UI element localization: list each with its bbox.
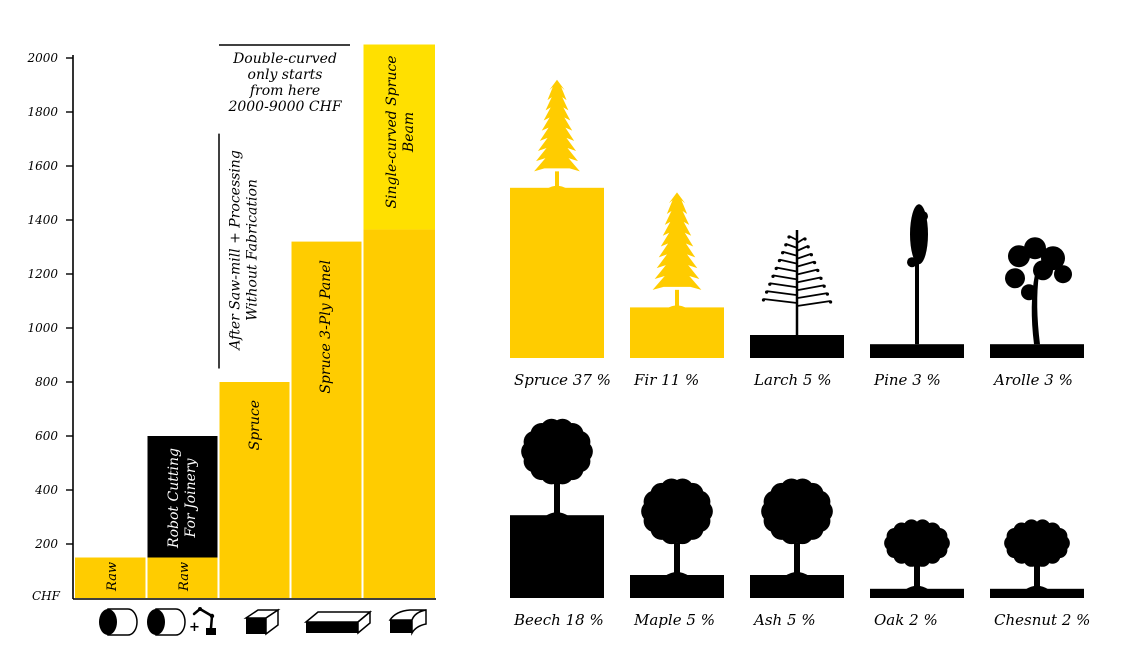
bar-label-3ply-panel: Spruce 3-Ply Panel	[318, 260, 334, 394]
y-tick-label: 1800	[27, 105, 58, 119]
annotation-double-curved-line: from here	[249, 83, 320, 99]
bar-label-spruce: Spruce	[247, 400, 263, 450]
conifer-tree-icon	[534, 79, 580, 191]
category-icons: +	[99, 607, 427, 636]
tree-species-chart: Spruce 37 % Fir 11 % Larch 5 % Pine 3 % Arol…	[510, 79, 1090, 629]
log-icon	[99, 608, 138, 636]
broad-tree-icon	[1004, 519, 1070, 590]
species-larch: Larch 5 %	[750, 230, 844, 389]
species-bar	[750, 575, 844, 598]
larch-tree-icon	[761, 230, 833, 335]
robot-arm-icon	[192, 607, 216, 635]
species-beech: Beech 18 %	[510, 418, 604, 629]
y-tick-label: 400	[34, 483, 58, 497]
bar-label-robot-cutting: Robot CuttingFor Joinery	[166, 448, 199, 549]
annotation-processing: After Saw-mill + ProcessingWithout Fabri…	[228, 150, 261, 352]
y-axis-unit-label: CHF	[32, 589, 61, 603]
species-label: Arolle 3 %	[992, 371, 1073, 389]
annotation-double-curved-line: only starts	[248, 67, 323, 83]
price-chart: 200 400 600 800 1000 1200 1400 1600 1800 2000 CHF R…	[26, 40, 436, 636]
species-label: Larch 5 %	[753, 371, 832, 389]
species-ash: Ash 5 %	[750, 478, 844, 629]
y-tick-label: 800	[35, 375, 58, 389]
bar-2	[219, 382, 291, 598]
bar-1-stack	[147, 436, 219, 558]
bar-label-raw: Raw	[105, 562, 120, 592]
y-tick-label: 1400	[27, 213, 58, 227]
pine-tree-icon	[907, 204, 928, 345]
deciduous-tree-icon	[761, 478, 833, 576]
broad-tree-icon	[884, 519, 950, 590]
curved-beam-icon	[388, 609, 427, 636]
species-bar	[990, 588, 1084, 598]
species-chesnut: Chesnut 2 %	[990, 519, 1090, 629]
deciduous-tree-icon	[641, 478, 713, 576]
deciduous-tree-icon	[521, 418, 593, 517]
plus-icon: +	[189, 620, 200, 635]
species-label: Spruce 37 %	[514, 371, 611, 389]
species-maple: Maple 5 %	[630, 478, 724, 629]
y-tick-label: 1000	[27, 321, 58, 335]
bar-0	[75, 557, 147, 598]
species-bar	[510, 187, 604, 358]
bar-label-curved-beam: Single-curved SpruceBeam	[384, 55, 417, 208]
arolle-tree-icon	[1005, 237, 1072, 345]
bar-4-stack	[363, 44, 435, 230]
species-bar	[630, 575, 724, 598]
species-pine: Pine 3 %	[870, 204, 964, 389]
y-tick-label: 600	[35, 429, 58, 443]
species-label: Oak 2 %	[874, 611, 938, 629]
bar-label-raw-2: Raw	[177, 562, 192, 592]
species-bar	[990, 344, 1084, 358]
bar-4	[363, 229, 435, 598]
cut-block-icon	[243, 608, 281, 636]
species-bar	[510, 515, 604, 598]
annotation-double-curved-line: Double-curved	[232, 51, 337, 67]
species-label: Fir 11 %	[633, 371, 699, 389]
bar-3	[291, 241, 363, 598]
conifer-tree-icon	[652, 192, 702, 311]
species-label: Ash 5 %	[752, 611, 816, 629]
y-tick-label: 1600	[27, 159, 58, 173]
species-spruce: Spruce 37 %	[510, 79, 611, 389]
species-oak: Oak 2 %	[870, 519, 964, 629]
species-bar	[870, 344, 964, 358]
log-robot-icon	[147, 608, 186, 636]
species-bar	[630, 307, 724, 358]
annotation-double-curved-line: 2000-9000 CHF	[227, 99, 342, 115]
species-label: Chesnut 2 %	[994, 611, 1090, 629]
species-label: Maple 5 %	[633, 611, 715, 629]
species-bar	[750, 335, 844, 358]
species-arolle: Arolle 3 %	[990, 237, 1084, 389]
bar-1	[147, 557, 219, 598]
species-fir: Fir 11 %	[630, 192, 724, 389]
species-label: Pine 3 %	[873, 371, 941, 389]
y-tick-label: 1200	[27, 267, 58, 281]
panel-icon	[303, 610, 373, 635]
y-tick-label: 200	[34, 537, 58, 551]
y-tick-label: 2000	[26, 51, 58, 65]
species-label: Beech 18 %	[513, 611, 604, 629]
species-bar	[870, 588, 964, 598]
